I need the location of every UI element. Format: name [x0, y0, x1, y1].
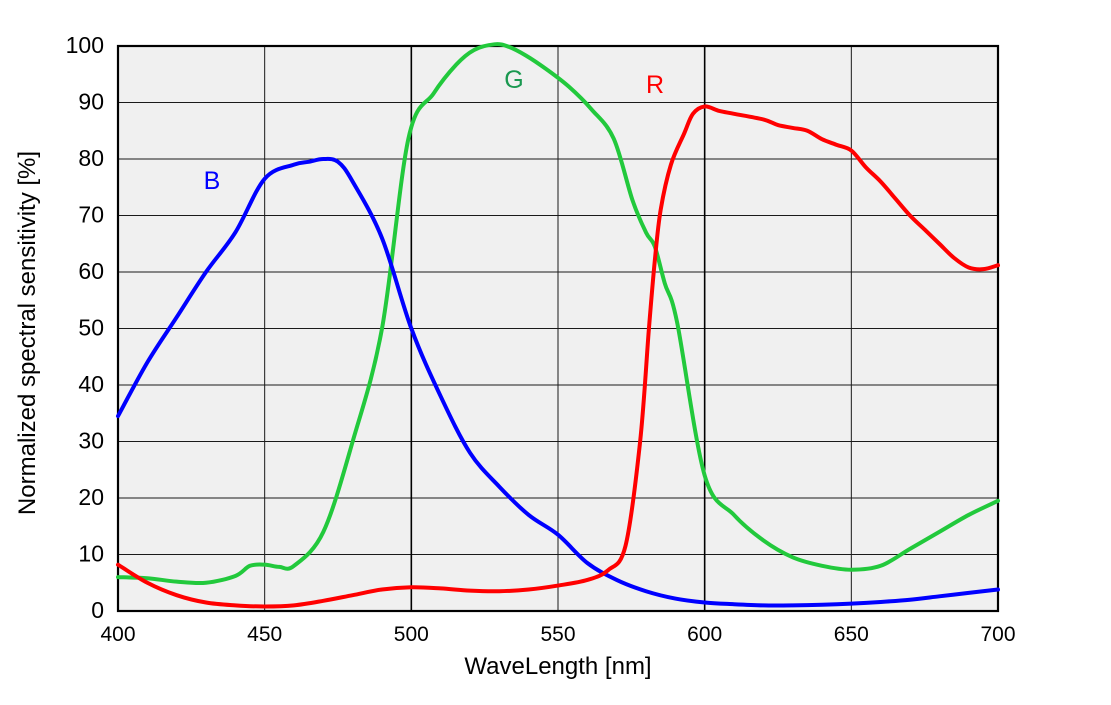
svg-text:450: 450: [247, 623, 282, 646]
svg-text:40: 40: [78, 371, 104, 397]
svg-text:B: B: [204, 167, 221, 195]
svg-text:90: 90: [78, 89, 104, 115]
svg-text:30: 30: [78, 428, 104, 454]
svg-text:700: 700: [980, 623, 1015, 646]
svg-text:10: 10: [78, 541, 104, 567]
svg-text:G: G: [504, 66, 523, 94]
svg-text:100: 100: [66, 32, 104, 58]
svg-text:70: 70: [78, 202, 104, 228]
svg-text:0: 0: [91, 597, 104, 623]
svg-text:Normalized spectral sensitivit: Normalized spectral sensitivity [%]: [14, 151, 41, 515]
svg-text:500: 500: [394, 623, 429, 646]
svg-text:WaveLength [nm]: WaveLength [nm]: [464, 653, 651, 680]
svg-text:50: 50: [78, 315, 104, 341]
svg-text:600: 600: [687, 623, 722, 646]
svg-text:400: 400: [100, 623, 135, 646]
svg-text:20: 20: [78, 484, 104, 510]
svg-text:R: R: [646, 71, 664, 99]
svg-text:550: 550: [540, 623, 575, 646]
svg-text:650: 650: [834, 623, 869, 646]
svg-text:80: 80: [78, 145, 104, 171]
svg-text:60: 60: [78, 258, 104, 284]
